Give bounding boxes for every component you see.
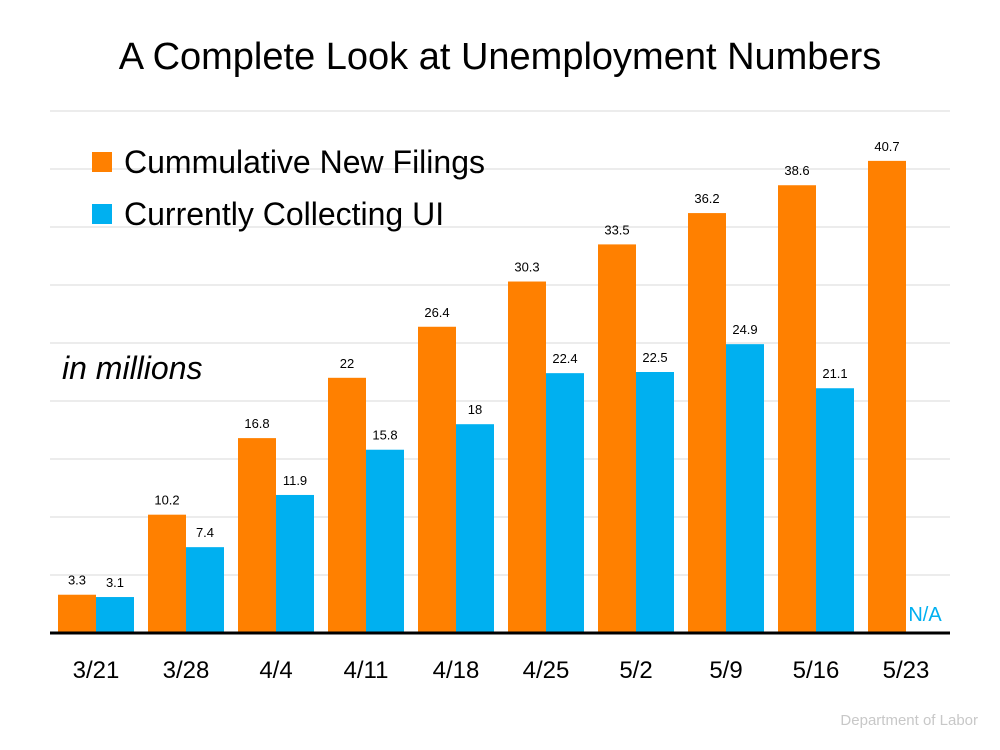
bar-collecting-ui (546, 373, 584, 633)
legend-label: Cummulative New Filings (124, 143, 485, 180)
bar-collecting-ui (366, 449, 404, 633)
data-label: 3.1 (106, 575, 124, 590)
data-label: 30.3 (514, 260, 539, 275)
bar-collecting-ui (726, 344, 764, 633)
data-label: 22 (340, 356, 354, 371)
data-label: 21.1 (822, 366, 847, 381)
x-tick-label: 4/25 (523, 657, 570, 684)
legend-item-collecting-ui: Currently Collecting UI (92, 188, 485, 240)
data-label: 15.8 (372, 428, 397, 443)
bar-collecting-ui (636, 372, 674, 633)
data-label: 40.7 (874, 139, 899, 154)
data-label: 3.3 (68, 573, 86, 588)
bar-new-filings (328, 377, 366, 633)
bar-new-filings (598, 244, 636, 633)
x-tick-label: 4/18 (433, 657, 480, 684)
data-label: 11.9 (283, 473, 307, 488)
data-labels: 3.3 3.1 10.2 7.4 16.8 11.9 22 15.8 26.4 18 30.3 22.… (68, 139, 942, 626)
data-label: 22.4 (552, 351, 577, 366)
unit-label: in millions (62, 350, 203, 386)
x-tick-label: 5/16 (793, 657, 840, 684)
bar-new-filings (688, 213, 726, 633)
bar-new-filings (58, 594, 96, 633)
chart-title: A Complete Look at Unemployment Numbers (118, 36, 882, 78)
bar-new-filings (508, 281, 546, 633)
data-label: 26.4 (424, 305, 449, 320)
bar-new-filings (868, 160, 906, 633)
x-tick-label: 5/23 (883, 657, 930, 684)
data-label: 22.5 (642, 350, 667, 365)
bar-collecting-ui (276, 494, 314, 633)
bar-new-filings (148, 514, 186, 633)
data-label: 38.6 (784, 163, 809, 178)
x-tick-label: 5/9 (709, 657, 742, 684)
legend-swatch-blue (92, 204, 112, 224)
x-tick-label: 4/4 (259, 657, 292, 684)
x-tick-label: 5/2 (619, 657, 652, 684)
bar-collecting-ui (456, 424, 494, 633)
data-label: 16.8 (244, 416, 269, 431)
x-axis-ticks: 3/21 3/28 4/4 4/11 4/18 4/25 5/2 5/9 5/16 5/23 (73, 657, 930, 684)
x-tick-label: 3/21 (73, 657, 120, 684)
legend: Cummulative New Filings Currently Collec… (92, 136, 485, 240)
data-label: 7.4 (196, 525, 214, 540)
data-label: 18 (468, 402, 482, 417)
x-tick-label: 4/11 (344, 657, 389, 684)
source-label: Department of Labor (840, 712, 978, 729)
bar-new-filings (418, 326, 456, 633)
legend-label: Currently Collecting UI (124, 195, 445, 232)
bar-collecting-ui (96, 597, 134, 633)
bars (58, 160, 906, 634)
data-label: 36.2 (694, 191, 719, 206)
bar-collecting-ui (816, 388, 854, 633)
bar-collecting-ui (186, 547, 224, 633)
data-label: 10.2 (154, 493, 179, 508)
data-label: 24.9 (732, 322, 757, 337)
bar-new-filings (238, 438, 276, 633)
legend-item-new-filings: Cummulative New Filings (92, 136, 485, 188)
bar-new-filings (778, 185, 816, 634)
legend-swatch-orange (92, 152, 112, 172)
na-label: N/A (908, 604, 942, 626)
data-label: 33.5 (604, 222, 629, 237)
x-tick-label: 3/28 (163, 657, 210, 684)
